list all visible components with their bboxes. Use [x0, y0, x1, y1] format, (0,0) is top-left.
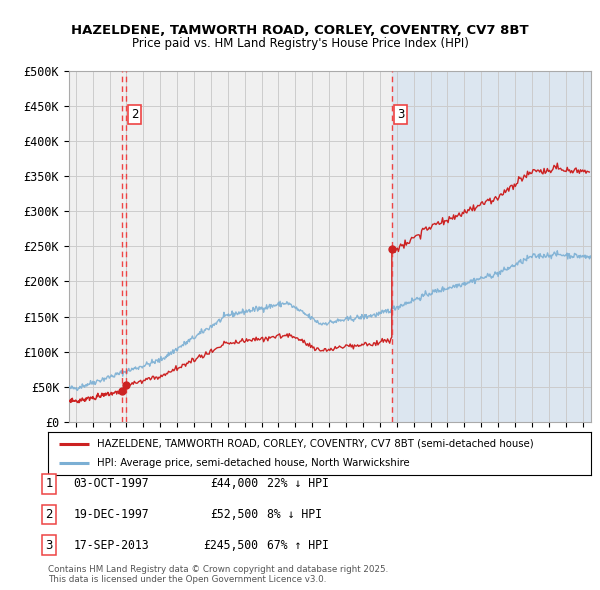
Text: Contains HM Land Registry data © Crown copyright and database right 2025.
This d: Contains HM Land Registry data © Crown c… [48, 565, 388, 584]
Text: 22% ↓ HPI: 22% ↓ HPI [267, 477, 329, 490]
Text: 1: 1 [46, 477, 53, 490]
Text: £52,500: £52,500 [210, 508, 258, 521]
Bar [69, 71, 392, 422]
Bar [392, 71, 591, 422]
Text: 8% ↓ HPI: 8% ↓ HPI [267, 508, 322, 521]
Text: 3: 3 [46, 539, 53, 552]
Text: 03-OCT-1997: 03-OCT-1997 [73, 477, 149, 490]
Text: £245,500: £245,500 [203, 539, 258, 552]
Text: 2: 2 [131, 108, 139, 121]
Text: 67% ↑ HPI: 67% ↑ HPI [267, 539, 329, 552]
Text: £44,000: £44,000 [210, 477, 258, 490]
Text: 17-SEP-2013: 17-SEP-2013 [73, 539, 149, 552]
Text: 2: 2 [46, 508, 53, 521]
Text: HAZELDENE, TAMWORTH ROAD, CORLEY, COVENTRY, CV7 8BT (semi-detached house): HAZELDENE, TAMWORTH ROAD, CORLEY, COVENT… [97, 439, 533, 449]
Text: Price paid vs. HM Land Registry's House Price Index (HPI): Price paid vs. HM Land Registry's House … [131, 37, 469, 50]
Text: HAZELDENE, TAMWORTH ROAD, CORLEY, COVENTRY, CV7 8BT: HAZELDENE, TAMWORTH ROAD, CORLEY, COVENT… [71, 24, 529, 37]
Text: 19-DEC-1997: 19-DEC-1997 [73, 508, 149, 521]
Text: 3: 3 [397, 108, 404, 121]
Text: HPI: Average price, semi-detached house, North Warwickshire: HPI: Average price, semi-detached house,… [97, 458, 409, 468]
